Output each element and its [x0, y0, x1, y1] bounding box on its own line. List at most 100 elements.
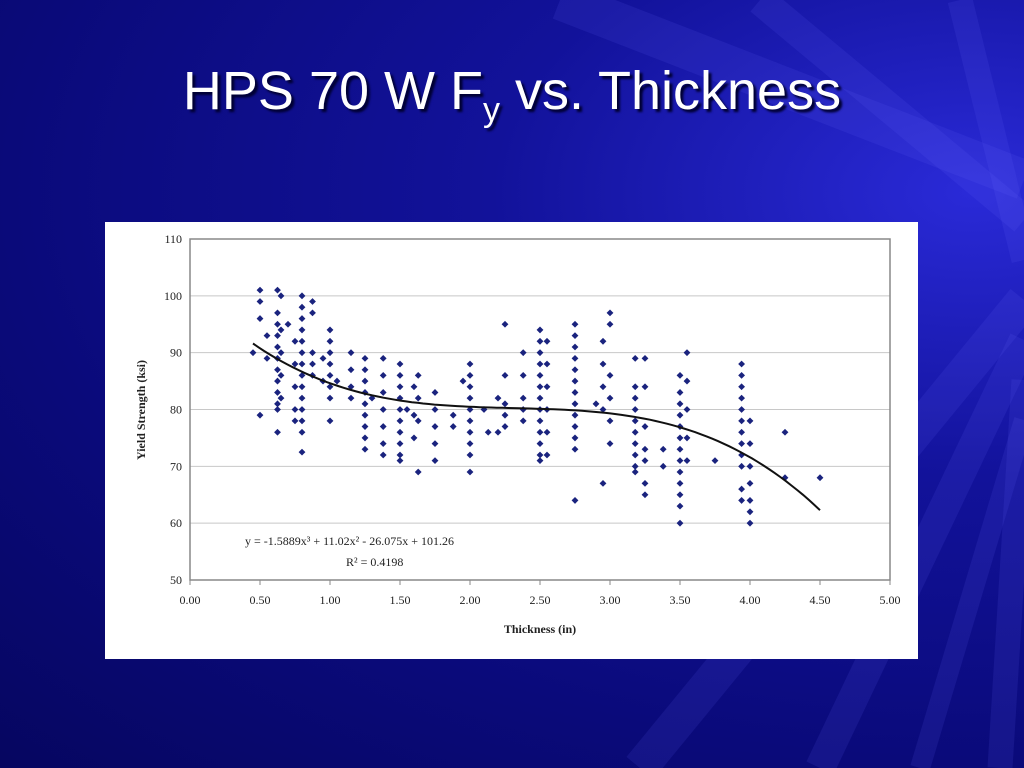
- data-point: [361, 377, 369, 385]
- data-point: [414, 372, 422, 379]
- data-point: [347, 349, 355, 357]
- data-point: [676, 491, 684, 499]
- data-point: [571, 343, 579, 351]
- data-point: [641, 423, 649, 430]
- data-point: [396, 440, 404, 447]
- x-tick-label: 1.00: [320, 593, 341, 607]
- data-point: [368, 394, 376, 402]
- data-point: [571, 332, 579, 340]
- data-point: [676, 468, 684, 476]
- scatter-chart: 0.00 0.50 1.00 1.50 2.00 2.50 3.00 3.50 4.00 4.50…: [134, 232, 901, 636]
- data-point: [683, 349, 691, 357]
- data-point: [414, 468, 422, 476]
- data-point: [711, 457, 719, 465]
- data-point: [571, 377, 579, 385]
- data-point: [431, 457, 439, 465]
- data-point: [347, 394, 355, 402]
- data-point: [326, 349, 334, 357]
- data-point: [606, 309, 614, 317]
- data-point: [298, 360, 306, 368]
- data-point: [274, 389, 281, 396]
- data-point: [298, 315, 306, 322]
- data-point: [431, 389, 439, 396]
- data-point: [298, 428, 306, 436]
- data-point: [291, 337, 299, 345]
- data-point: [326, 417, 334, 425]
- data-point: [536, 337, 544, 345]
- data-point: [683, 377, 691, 385]
- data-point: [274, 320, 281, 328]
- title-subscript: y: [482, 91, 500, 129]
- data-point: [298, 417, 306, 425]
- data-point: [519, 349, 527, 357]
- data-point: [326, 372, 334, 379]
- data-point: [738, 428, 745, 436]
- data-point: [676, 445, 684, 453]
- data-point: [543, 383, 551, 391]
- data-point: [298, 448, 306, 456]
- data-point: [543, 360, 551, 368]
- data-point: [659, 445, 667, 453]
- data-point: [449, 411, 457, 419]
- data-point: [738, 440, 745, 447]
- data-point: [274, 428, 281, 436]
- data-point: [480, 406, 488, 413]
- data-point: [277, 372, 285, 379]
- data-point: [746, 508, 754, 516]
- data-point: [431, 423, 439, 430]
- data-point: [631, 428, 639, 436]
- data-point: [484, 428, 492, 436]
- data-point: [571, 389, 579, 396]
- data-point: [631, 468, 639, 476]
- data-point: [326, 337, 334, 345]
- data-point: [746, 479, 754, 487]
- data-point: [347, 366, 355, 374]
- data-point: [676, 411, 684, 419]
- x-tick-label: 4.50: [810, 593, 831, 607]
- data-point: [466, 451, 474, 459]
- x-tick-label: 1.50: [390, 593, 411, 607]
- data-point: [631, 394, 639, 402]
- slide-title: HPS 70 W Fy vs. Thickness: [0, 60, 1024, 130]
- data-point: [396, 394, 404, 402]
- data-point: [519, 372, 527, 379]
- data-point: [414, 394, 422, 402]
- data-point: [676, 389, 684, 396]
- x-tick-label: 4.00: [740, 593, 761, 607]
- data-point: [738, 406, 745, 413]
- data-point: [746, 417, 754, 425]
- data-point: [319, 354, 327, 362]
- data-point: [641, 491, 649, 499]
- data-point: [571, 354, 579, 362]
- data-point: [683, 434, 691, 442]
- data-point: [256, 411, 264, 419]
- data-point: [641, 445, 649, 453]
- data-point: [683, 457, 691, 465]
- data-point: [536, 394, 544, 402]
- data-point: [641, 383, 649, 391]
- data-point: [274, 400, 281, 408]
- data-point: [466, 428, 474, 436]
- data-point: [606, 372, 614, 379]
- data-point: [298, 303, 306, 311]
- data-point: [676, 457, 684, 465]
- data-point: [543, 337, 551, 345]
- data-point: [379, 440, 387, 447]
- data-point: [396, 417, 404, 425]
- data-point: [746, 497, 754, 504]
- x-tick-label: 0.00: [180, 593, 201, 607]
- y-axis-label: Yield Strength (ksi): [134, 360, 148, 460]
- data-point: [466, 383, 474, 391]
- data-point: [536, 383, 544, 391]
- data-point: [466, 360, 474, 368]
- data-point: [256, 298, 264, 305]
- data-point: [298, 326, 306, 334]
- title-rest: vs. Thickness: [499, 61, 842, 121]
- data-point: [501, 411, 509, 419]
- data-point: [274, 406, 281, 413]
- data-point: [543, 451, 551, 459]
- data-point: [738, 394, 745, 402]
- data-point: [592, 400, 600, 408]
- data-point: [274, 343, 281, 351]
- data-point: [361, 354, 369, 362]
